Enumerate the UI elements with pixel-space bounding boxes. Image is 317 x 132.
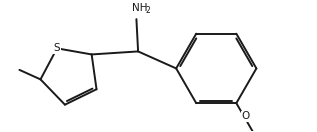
Text: NH: NH [132, 3, 147, 13]
Text: O: O [241, 111, 249, 121]
Text: 2: 2 [145, 6, 150, 15]
Text: S: S [54, 43, 60, 53]
